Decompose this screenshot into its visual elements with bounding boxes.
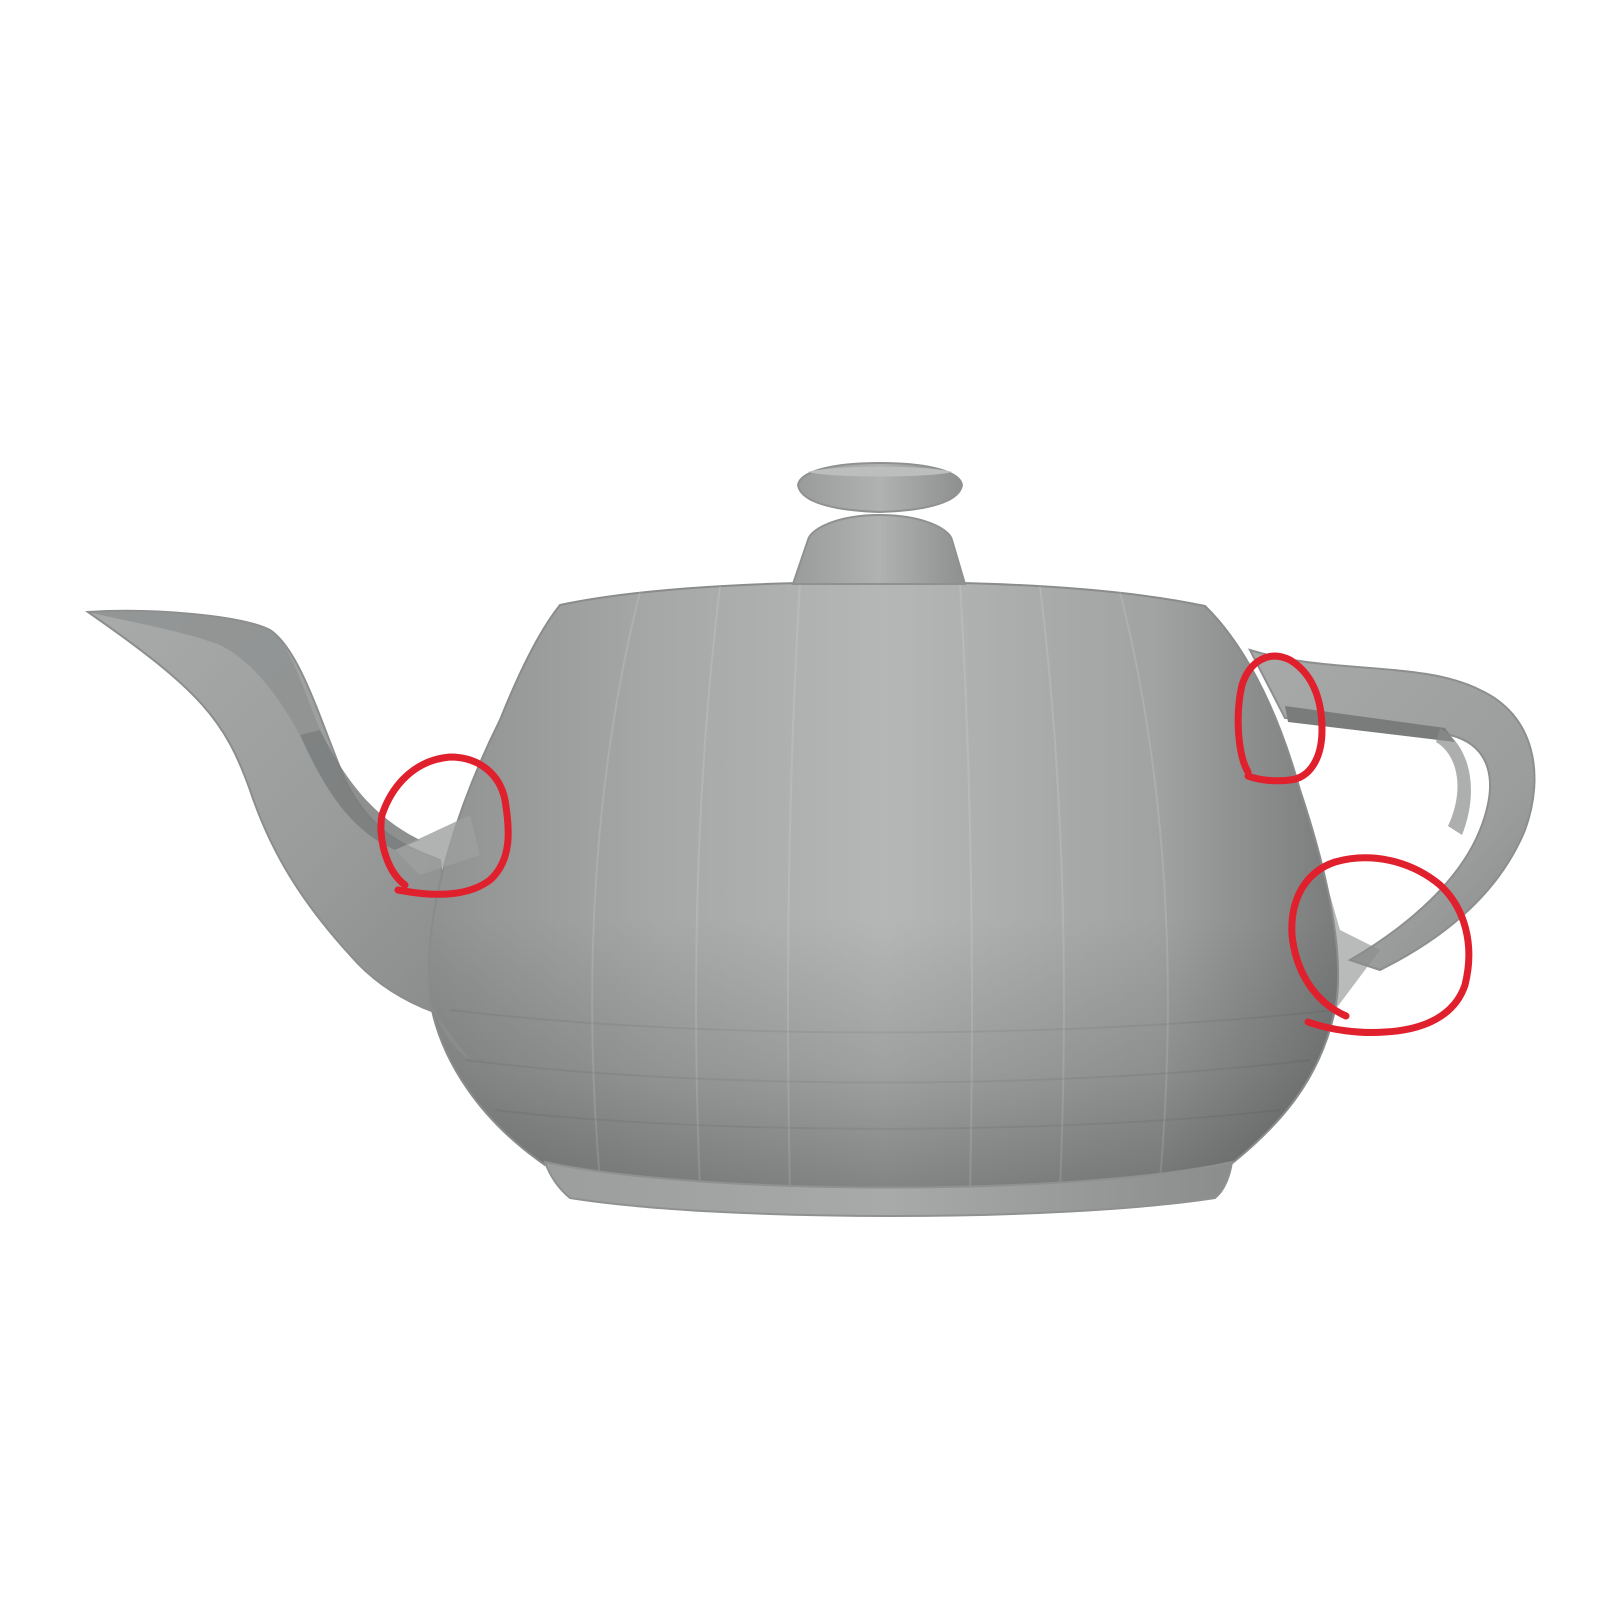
teapot-handle bbox=[1248, 648, 1536, 972]
red-circle-mark-icon bbox=[1234, 652, 1326, 785]
annotation-marks bbox=[377, 652, 1473, 1036]
red-circle-mark-icon bbox=[1288, 854, 1473, 1036]
red-circle-mark-icon bbox=[377, 753, 512, 898]
teapot-lid bbox=[791, 461, 967, 585]
teapot-body bbox=[395, 580, 1380, 1193]
teapot-spout bbox=[85, 609, 462, 1022]
teapot-base bbox=[543, 1160, 1234, 1217]
